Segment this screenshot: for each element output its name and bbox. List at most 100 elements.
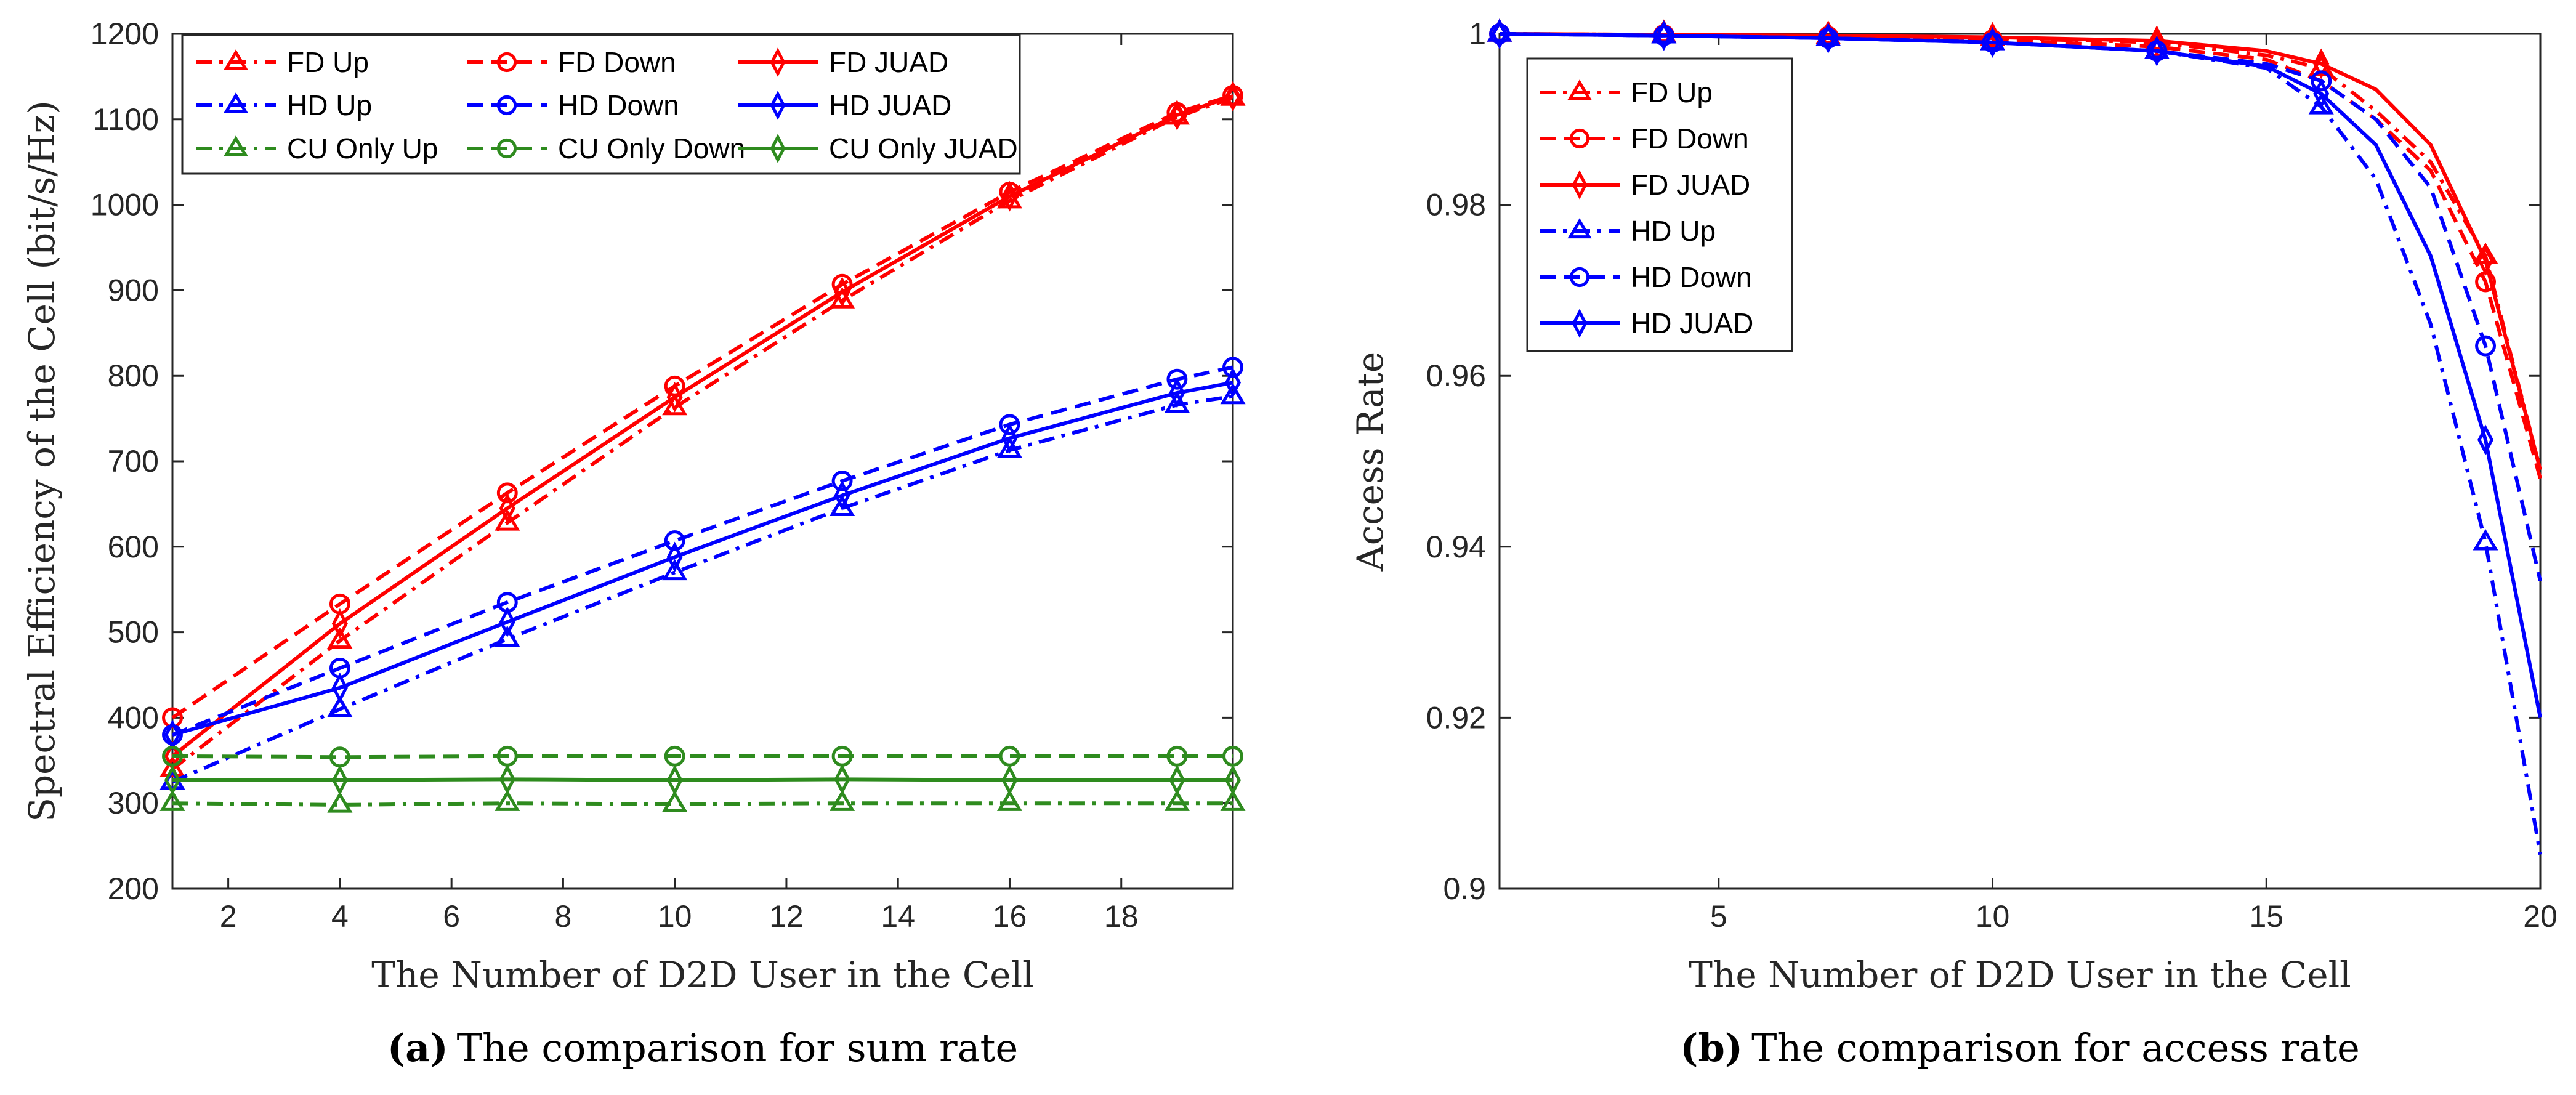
panel-b-legend-entry-fd-juad: FD JUAD [1540,169,1750,201]
panel-b-legend-label: HD Down [1631,261,1752,293]
panel-a-y-tick-label: 600 [108,530,159,564]
panel-b-x-tick-label: 5 [1710,899,1727,934]
panel-a-series-hd-juad [164,367,1242,751]
panel-a-data-point-cu-only-juad [1224,764,1242,796]
panel-a-data-point-hd-up [830,495,855,517]
panel-a-data-point-hd-juad [834,480,850,511]
panel-a-series-cu-only-juad [164,764,1242,796]
panel-b-legend-marker [1569,128,1590,149]
panel-a-legend-entry-hd-down: HD Down [467,89,679,121]
panel-a-legend-entry-cu-only-down: CU Only Down [467,132,745,164]
panel-b-legend-label: FD JUAD [1631,169,1750,201]
panel-a-x-tick-label: 14 [881,899,915,934]
panel-b-legend-entry-fd-up: FD Up [1540,76,1713,108]
panel-b-legend-entry-fd-down: FD Down [1540,123,1749,155]
panel-a-sum-rate-chart: 2 4 6 8 10 12 14 16 18 200 300 400 500 600 700 800 900 1… [21,17,1246,1070]
panel-a-data-point-cu-only-up [159,790,185,811]
panel-b-y-tick-label: 0.9 [1443,871,1486,906]
panel-a-legend-label: FD Up [287,46,369,78]
panel-a-legend-entry-hd-juad: HD JUAD [738,89,951,121]
panel-a-data-point-fd-up [159,755,185,777]
panel-b-series-line-hd-juad [1499,32,2542,718]
panel-a-y-tick-label: 1200 [91,17,159,51]
panel-a-legend-marker [496,52,517,73]
panel-a-data-point-cu-only-up [830,790,855,811]
panel-a-series-line-cu-only-juad [172,777,1233,782]
panel-a-data-point-fd-down [664,375,685,397]
panel-b-legend-marker [1567,79,1592,100]
panel-a-legend-entry-fd-up: FD Up [196,46,369,78]
panel-b-data-point-hd-juad [1491,18,1508,49]
panel-a-series-line-fd-down [171,94,1233,719]
panel-a-data-point-hd-up [327,695,353,717]
panel-a-data-point-hd-down [999,414,1020,435]
panel-a-data-point-fd-juad [834,277,850,308]
panel-b-x-tick-label: 10 [1976,899,2010,934]
panel-a-data-point-cu-only-up [1220,790,1246,811]
panel-a-caption-text: The comparison for sum rate [457,1025,1019,1070]
panel-a-data-point-fd-juad [666,381,683,413]
panel-a-data-point-fd-up [662,394,688,416]
panel-a-data-point-cu-only-juad [1001,764,1018,796]
panel-b-legend-marker [1569,267,1590,288]
panel-a-x-axis: 2 4 6 8 10 12 14 16 18 [220,34,1139,934]
panel-a-legend-marker [770,134,786,163]
panel-b-caption: (b) The comparison for access rate [1680,1025,2360,1070]
panel-a-data-point-cu-only-up [996,790,1023,811]
panel-a-data-point-hd-juad [499,606,515,637]
panel-b-y-tick-label: 0.98 [1426,188,1486,222]
panel-a-data-point-hd-juad [666,541,683,573]
panel-a-legend-label: CU Only Down [558,132,745,164]
panel-a-y-tick-label: 200 [108,871,159,906]
panel-b-caption-label: (b) [1680,1025,1743,1070]
panel-a-data-point-hd-down [1166,368,1188,390]
panel-a-series-line-hd-juad [172,381,1233,737]
panel-a-data-point-hd-juad [1169,378,1185,408]
panel-a-series-line-hd-down [171,365,1233,737]
panel-a-data-point-cu-only-up [495,790,520,811]
panel-a-data-point-hd-up [1220,382,1246,405]
panel-a-data-point-cu-only-up [662,790,688,812]
panel-a-data-point-hd-down [1222,357,1243,378]
panel-b-data-point-hd-down [2475,335,2497,357]
panel-a-legend-entry-cu-only-up: CU Only Up [196,132,438,164]
panel-b-x-tick-label: 15 [2249,899,2283,934]
panel-b-legend-entry-hd-juad: HD JUAD [1540,307,1753,339]
panel-a-legend-entry-fd-juad: FD JUAD [738,46,948,78]
panel-b-x-axis: 5 10 15 20 [1710,34,2558,934]
panel-a-y-tick-label: 1000 [91,188,159,222]
panel-a-caption-label: (a) [387,1025,448,1070]
panel-b-data-point-hd-juad [2477,424,2494,456]
panel-b-series-hd-juad [1491,18,2542,718]
panel-a-legend-marker [224,135,248,156]
panel-a-y-tick-label: 400 [108,700,159,735]
panel-b-data-point-hd-juad [2149,35,2165,67]
panel-a-y-tick-label: 500 [108,615,159,650]
panel-a-series-line-fd-up [171,96,1233,771]
panel-a-legend-marker [224,92,248,113]
panel-a-y-tick-label: 800 [108,358,159,393]
panel-a-data-point-cu-only-juad [164,764,181,796]
panel-b-x-tick-label: 20 [2523,899,2558,934]
panel-a-series-cu-only-up [159,790,1246,813]
panel-a-legend-marker [496,95,517,116]
panel-b-data-point-hd-down [2311,70,2332,92]
panel-a-data-point-cu-only-juad [1169,764,1185,796]
panel-b-y-tick-label: 0.94 [1426,530,1486,564]
panel-a-data-point-hd-down [664,530,685,552]
panel-a-caption: (a) The comparison for sum rate [387,1025,1018,1070]
panel-a-data-point-cu-only-up [327,791,353,813]
panel-a-legend-marker [224,49,248,70]
panel-b-data-point-hd-up [2308,93,2334,115]
panel-a-x-tick-label: 8 [555,899,572,934]
panel-a-series-line-fd-juad [171,94,1233,758]
panel-a-legend-entry-hd-up: HD Up [196,89,372,121]
panel-a-x-tick-label: 16 [993,899,1027,934]
panel-a-data-point-hd-up [996,437,1023,458]
panel-a-y-tick-label: 900 [108,273,159,307]
panel-a-data-point-hd-up [1164,391,1190,413]
panel-a-data-point-cu-only-juad [499,764,515,795]
panel-b-y-tick-label: 0.96 [1426,358,1486,393]
panel-a-data-point-hd-up [495,625,520,647]
panel-b-series-line-fd-juad [1499,32,2542,471]
